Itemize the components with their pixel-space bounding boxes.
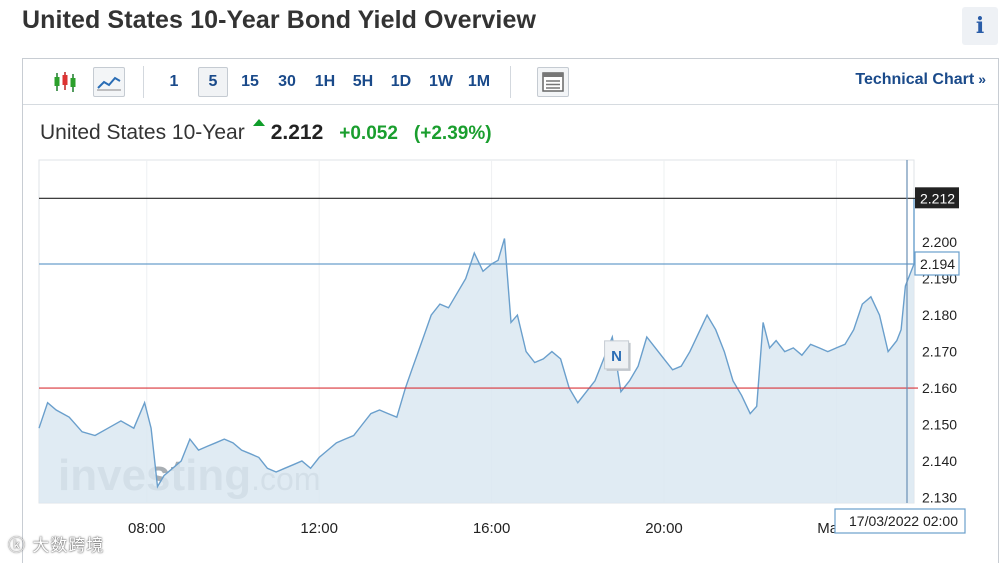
instrument-name: United States 10-Year [40, 121, 245, 144]
quote-header: United States 10-Year 2.212 +0.052 (+2.3… [40, 119, 492, 147]
series-line [38, 198, 915, 489]
y-tick-label: 2.150 [922, 417, 957, 433]
interval-button-15[interactable]: 15 [241, 73, 259, 90]
x-tick-label: 16:00 [473, 520, 511, 537]
interval-button-1d[interactable]: 1D [390, 73, 412, 90]
interval-button-1[interactable]: 1 [169, 73, 179, 90]
y-tick-label: 2.130 [922, 490, 957, 506]
news-marker-label: N [611, 348, 622, 365]
technical-chart-link[interactable]: Technical Chart» [855, 71, 986, 89]
window-icon[interactable] [537, 67, 569, 97]
crosshair-date-flag [834, 508, 966, 534]
interval-button-30[interactable]: 30 [278, 73, 296, 90]
y-tick-label: 2.140 [922, 453, 957, 469]
interval-button-5h[interactable]: 5H [352, 73, 374, 90]
interval-button-1w[interactable]: 1W [429, 73, 453, 90]
info-icon: i [975, 13, 985, 39]
crosshair-date-label: 17/03/2022 02:00 [849, 513, 958, 529]
last-price-flag-label: 2.212 [920, 190, 955, 206]
series-area [39, 198, 914, 504]
crosshair-price-flag [914, 251, 960, 276]
candlestick-icon[interactable] [49, 67, 81, 97]
x-tick-label: 08:00 [128, 520, 166, 537]
crosshair-price-label: 2.194 [920, 256, 955, 272]
news-marker[interactable] [604, 340, 630, 370]
price-change: +0.052 [339, 123, 398, 144]
footer-watermark-text: 大数跨境 [32, 536, 105, 556]
chart-panel: 1 5 15 30 1H 5H 1D 1W 1M Technical Chart» United… [22, 58, 999, 563]
last-price-flag [915, 187, 959, 209]
interval-button-1h[interactable]: 1H [314, 73, 336, 90]
y-tick-label: 2.160 [922, 380, 957, 396]
x-tick-label: 20:00 [645, 520, 683, 537]
y-tick-label: 2.180 [922, 307, 957, 323]
arrow-up-icon [252, 119, 265, 126]
y-tick-label: 2.200 [922, 234, 957, 250]
interval-button-5[interactable]: 5 [198, 67, 228, 97]
last-price: 2.212 [270, 121, 324, 144]
interval-button-1m[interactable]: 1M [467, 73, 491, 90]
toolbar-separator [143, 66, 144, 98]
price-change-percent: (+2.39%) [413, 123, 492, 144]
info-button[interactable]: i [962, 7, 998, 45]
double-chevron-right-icon: » [978, 71, 986, 87]
x-tick-label: 12:00 [300, 520, 338, 537]
toolbar-separator [510, 66, 511, 98]
page-title: United States 10-Year Bond Yield Overvie… [22, 6, 537, 34]
chart-toolbar: 1 5 15 30 1H 5H 1D 1W 1M Technical Chart» [23, 59, 998, 105]
y-tick-label: 2.170 [922, 344, 957, 360]
line-chart-icon[interactable] [93, 67, 125, 97]
technical-chart-label: Technical Chart [855, 71, 975, 88]
footer-watermark: ⓚ 大数跨境 [8, 536, 105, 556]
